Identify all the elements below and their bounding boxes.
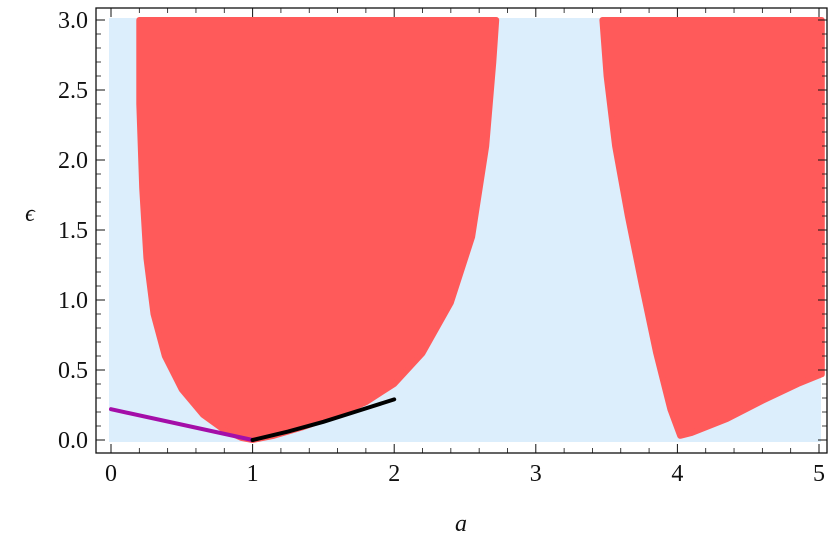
x-tick-label: 2 — [388, 461, 400, 487]
plot-layer — [109, 17, 825, 443]
region-2 — [599, 17, 825, 439]
series-line-2 — [250, 397, 397, 442]
y-tick-label: 0.0 — [58, 428, 88, 454]
y-axis-label: ϵ — [25, 201, 36, 227]
x-tick-label: 3 — [530, 461, 542, 487]
x-tick-label: 4 — [671, 461, 683, 487]
ticks-layer: 0 1 2 3 4 5 0.0 0.5 1.0 1.5 2.0 2.5 3.0 — [58, 8, 827, 487]
y-tick-label: 2.0 — [58, 148, 88, 174]
y-tick-label: 1.0 — [58, 288, 88, 314]
series-line-1 — [109, 407, 255, 442]
y-tick-label: 0.5 — [58, 358, 88, 384]
y-tick-label: 2.5 — [58, 78, 88, 104]
x-tick-label: 1 — [247, 461, 259, 487]
y-tick-label: 1.5 — [58, 218, 88, 244]
x-tick-label: 5 — [813, 461, 825, 487]
x-axis-label: a — [455, 511, 467, 537]
x-tick-label: 0 — [105, 461, 117, 487]
y-tick-label: 3.0 — [58, 8, 88, 34]
